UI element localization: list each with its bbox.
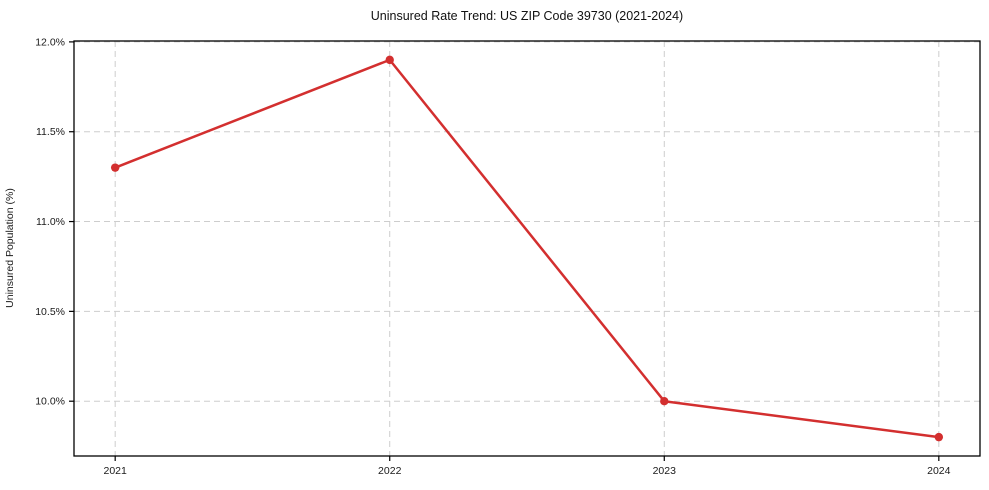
y-axis-label: Uninsured Population (%) — [4, 188, 16, 308]
x-axis-tick-label: 2023 — [653, 465, 677, 477]
y-axis-tick-label: 10.0% — [35, 396, 65, 408]
y-axis-tick-label: 11.0% — [36, 216, 65, 228]
axes-frame — [73, 40, 981, 457]
data-point-marker — [110, 163, 120, 172]
x-axis-tick-label: 2024 — [927, 465, 951, 477]
y-axis-tick-label: 12.0% — [35, 36, 65, 48]
data-point-marker — [934, 432, 944, 442]
chart-title: Uninsured Rate Trend: US ZIP Code 39730 … — [371, 9, 683, 23]
data-point-marker — [385, 55, 394, 65]
x-axis-tick-label: 2022 — [378, 465, 402, 477]
y-axis-tick-label: 10.5% — [35, 306, 65, 318]
x-axis-tick-label: 2021 — [104, 465, 128, 477]
plot-area: 10.0% 10.5% 11.0% 11.5% 12.0% 2021 2022 2023 202… — [35, 36, 981, 477]
data-point-marker — [660, 397, 669, 406]
trend-line — [113, 58, 941, 439]
y-axis-tick-label: 11.5% — [36, 126, 65, 138]
